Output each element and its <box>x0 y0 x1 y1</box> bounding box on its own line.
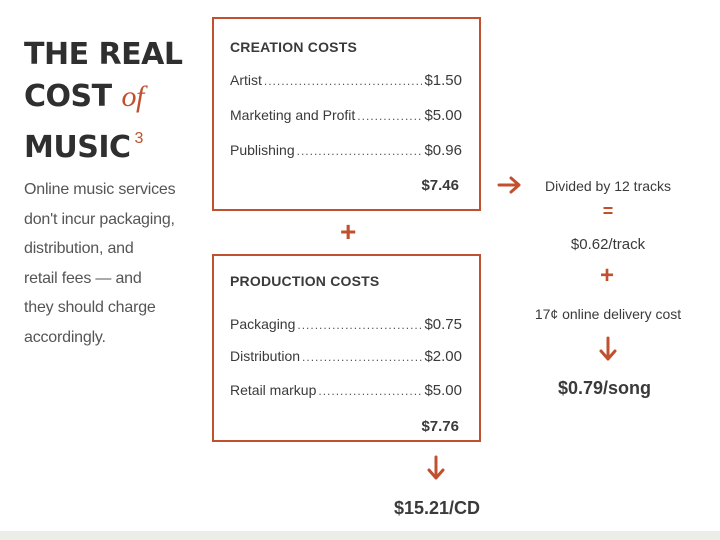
title-music-word: MUSIC <box>24 130 131 165</box>
cost-row-packaging: Packaging $0.75 <box>230 316 462 336</box>
infographic-title: THE REAL COST of MUSIC 3 <box>24 34 204 169</box>
description-line: accordingly. <box>24 328 106 346</box>
arrow-down-icon <box>427 455 445 480</box>
description-line: Online music services <box>24 181 176 198</box>
dot-leader <box>264 74 423 88</box>
plus-sign: + <box>600 262 615 289</box>
cost-value: $0.75 <box>424 316 462 333</box>
cd-cost-result: $15.21/CD <box>394 498 481 518</box>
cost-row-artist: Artist $1.50 <box>230 72 462 92</box>
description-line: don't incur packaging, <box>24 210 175 228</box>
dot-leader <box>302 350 422 364</box>
description-text: Online music services don't incur packag… <box>24 175 204 352</box>
title-line-1: THE REAL <box>24 37 183 72</box>
divided-by-tracks-text: Divided by 12 tracks <box>544 178 672 194</box>
cost-row-publishing: Publishing $0.96 <box>230 142 462 162</box>
cost-row-retail: Retail markup $5.00 <box>230 382 462 402</box>
cost-row-marketing: Marketing and Profit $5.00 <box>230 107 462 127</box>
description-line: they should charge <box>24 299 156 316</box>
title-cost-word: COST <box>24 79 112 114</box>
cost-label: Distribution <box>230 348 301 364</box>
production-costs-box: PRODUCTION COSTS Packaging $0.75 Distrib… <box>212 254 481 442</box>
cost-value: $5.00 <box>424 107 462 124</box>
bottom-strip <box>0 531 720 540</box>
title-line-2: COST of <box>24 76 204 118</box>
cost-label: Marketing and Profit <box>230 107 356 123</box>
cost-value: $2.00 <box>424 348 462 365</box>
cost-label: Artist <box>230 72 262 88</box>
arrow-right-icon <box>497 176 521 194</box>
plus-sign: + <box>340 216 357 247</box>
per-song-result: $0.79/song <box>558 378 652 398</box>
production-costs-heading: PRODUCTION COSTS <box>230 273 380 289</box>
dot-leader <box>357 109 422 123</box>
cost-row-distribution: Distribution $2.00 <box>230 348 462 368</box>
description-line: distribution, and <box>24 240 134 257</box>
cost-label: Publishing <box>230 142 295 158</box>
delivery-cost-text: 17¢ online delivery cost <box>534 306 682 322</box>
creation-costs-box: CREATION COSTS Artist $1.50 Marketing an… <box>212 17 481 211</box>
production-total: $7.76 <box>421 418 459 435</box>
cost-label: Retail markup <box>230 382 317 398</box>
creation-costs-heading: CREATION COSTS <box>230 39 357 55</box>
footnote-marker: 3 <box>134 130 144 147</box>
per-track-result: $0.62/track <box>570 236 646 253</box>
cost-label: Packaging <box>230 316 296 332</box>
arrow-down-icon <box>599 336 617 361</box>
dot-leader <box>318 384 422 398</box>
dot-leader <box>297 144 423 158</box>
description-line: retail fees — and <box>24 269 142 287</box>
equals-sign: = <box>602 201 614 221</box>
title-of-word: of <box>121 80 145 113</box>
creation-total: $7.46 <box>421 177 459 194</box>
cost-value: $5.00 <box>424 382 462 399</box>
dot-leader <box>297 318 422 332</box>
cost-value: $1.50 <box>424 72 462 89</box>
cost-value: $0.96 <box>424 142 462 159</box>
title-line-3: MUSIC 3 <box>24 118 204 169</box>
